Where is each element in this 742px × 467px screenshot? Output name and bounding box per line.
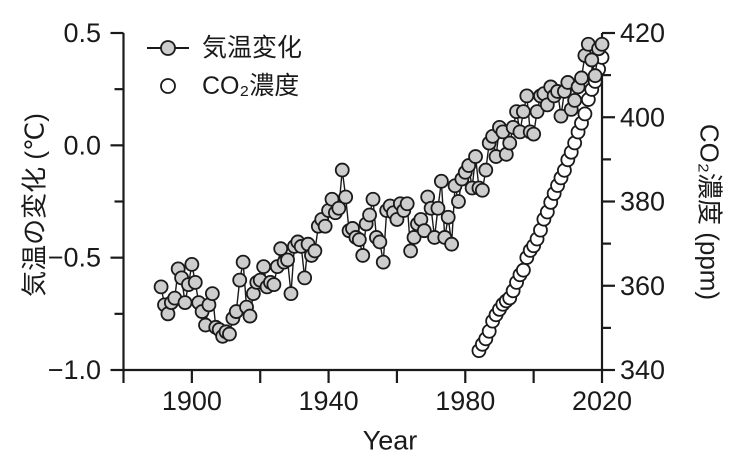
temperature-point — [474, 182, 490, 198]
temperature-point — [587, 68, 603, 84]
temperature-point — [355, 248, 371, 263]
temperature-point — [502, 135, 518, 151]
temperature-point — [519, 88, 535, 104]
temperature-point — [468, 149, 483, 164]
left-y-axis-title: 気温の変化 (℃) — [19, 113, 50, 297]
temperature-point — [280, 252, 295, 268]
temperature-point — [478, 162, 494, 178]
temperature-point — [242, 308, 258, 324]
right-y-tick-label: 420 — [620, 18, 665, 48]
temperature-point — [184, 257, 200, 272]
temperature-point — [297, 270, 313, 286]
temperature-point — [440, 209, 456, 225]
temperature-point — [515, 104, 531, 120]
temperature-point — [416, 223, 432, 239]
co2-marker-icon — [160, 78, 176, 94]
temperature-point — [399, 196, 415, 212]
temperature-point — [351, 232, 367, 248]
temperature-point — [187, 274, 203, 290]
left-y-tick-label: 0.0 — [63, 130, 101, 160]
temperature-point — [433, 173, 449, 189]
temperature-point — [204, 286, 220, 302]
right-y-tick-label: 360 — [620, 271, 665, 301]
legend-label-temperature: 気温変化 — [202, 33, 303, 62]
temperature-marker-icon — [147, 40, 189, 56]
left-y-tick-label: −0.5 — [48, 243, 101, 273]
temperature-point — [307, 243, 323, 259]
temperature-point — [451, 194, 466, 209]
left-y-tick-label: 0.5 — [63, 18, 101, 48]
right-y-axis-title: CO₂濃度 (ppm) — [694, 123, 725, 301]
temperature-point — [232, 272, 248, 288]
temperature-point — [362, 207, 377, 223]
temperature-point — [584, 52, 600, 68]
co2-point — [515, 262, 531, 278]
legend: 気温変化 CO₂濃度 — [145, 29, 302, 105]
temperature-point — [338, 189, 354, 205]
temperature-point — [365, 191, 381, 207]
temperature-point — [372, 234, 388, 250]
temperature-point — [334, 162, 350, 178]
temperature-point — [567, 93, 583, 108]
right-y-tick-label: 340 — [620, 355, 665, 385]
temperature-point — [266, 277, 282, 293]
temperature-point — [256, 259, 272, 275]
x-axis-title: Year — [362, 425, 418, 456]
temperature-point — [444, 236, 460, 252]
temperature-point — [406, 230, 422, 245]
x-tick-label: 1980 — [435, 386, 495, 416]
co2-point — [577, 106, 593, 122]
temperature-point — [529, 104, 545, 120]
x-tick-label: 1940 — [299, 386, 359, 416]
legend-label-co2: CO₂濃度 — [202, 71, 300, 100]
temperature-point — [283, 286, 299, 302]
right-y-tick-label: 400 — [620, 102, 665, 132]
temperature-point — [177, 295, 193, 311]
left-y-tick-label: −1.0 — [48, 355, 101, 385]
temperature-point — [430, 200, 446, 216]
temperature-point — [403, 243, 419, 259]
temperature-point — [273, 241, 289, 257]
right-y-tick-label: 380 — [620, 187, 665, 217]
temperature-point — [574, 70, 589, 86]
temperature-point — [553, 108, 569, 124]
temperature-point — [317, 218, 333, 234]
temperature-point — [375, 254, 391, 270]
temperature-point — [222, 326, 237, 342]
temperature-point — [235, 254, 251, 270]
legend-item-temperature: 気温変化 — [145, 29, 302, 67]
x-tick-label: 2020 — [572, 386, 632, 416]
temperature-point — [526, 126, 542, 142]
legend-item-co2: CO₂濃度 — [145, 67, 302, 105]
temperature-point — [153, 279, 169, 295]
temperature-point — [331, 200, 347, 216]
x-tick-label: 1900 — [162, 386, 222, 416]
temperature-point — [594, 36, 610, 52]
